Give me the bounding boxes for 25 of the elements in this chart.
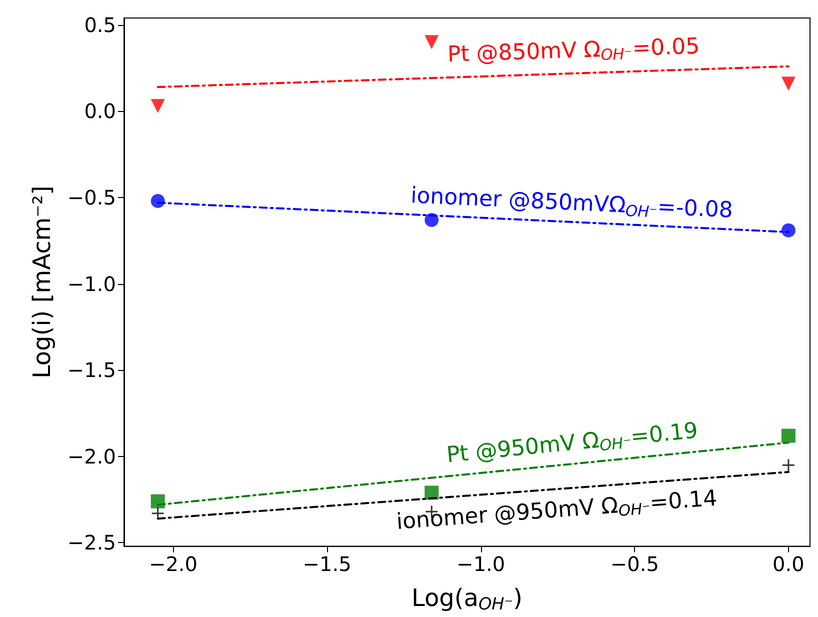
x-tick-label: −1.5 — [302, 552, 352, 576]
annotation: ionomer @850mVΩOH⁻=-0.08 — [410, 184, 734, 224]
x-tick-label: −1.0 — [456, 552, 506, 576]
point — [150, 194, 165, 208]
annotation: ionomer @950mV ΩOH⁻=0.14 — [396, 486, 718, 535]
y-tick-label: −1.0 — [67, 272, 116, 296]
x-tick-label: −0.5 — [610, 552, 659, 576]
point — [781, 76, 796, 91]
point — [424, 35, 439, 50]
point — [150, 99, 165, 114]
y-tick-label: −2.0 — [67, 444, 116, 468]
y-tick-label: −0.5 — [67, 186, 116, 210]
point — [150, 494, 165, 508]
y-tick-label: −1.5 — [67, 358, 116, 382]
y-tick-label: 0.5 — [84, 12, 116, 37]
y-axis-title: Log(i) [mAcm⁻²] — [28, 186, 56, 379]
y-tick-label: −2.5 — [67, 530, 116, 555]
x-tick-label: 0.0 — [772, 552, 804, 576]
y-tick-label: 0.0 — [84, 99, 116, 124]
point — [151, 506, 165, 520]
point — [781, 223, 796, 238]
point — [782, 458, 796, 472]
annotation: Pt @950mV ΩOH⁻=0.19 — [445, 418, 700, 468]
point — [781, 428, 796, 443]
x-tick-label: −2.0 — [148, 552, 198, 576]
